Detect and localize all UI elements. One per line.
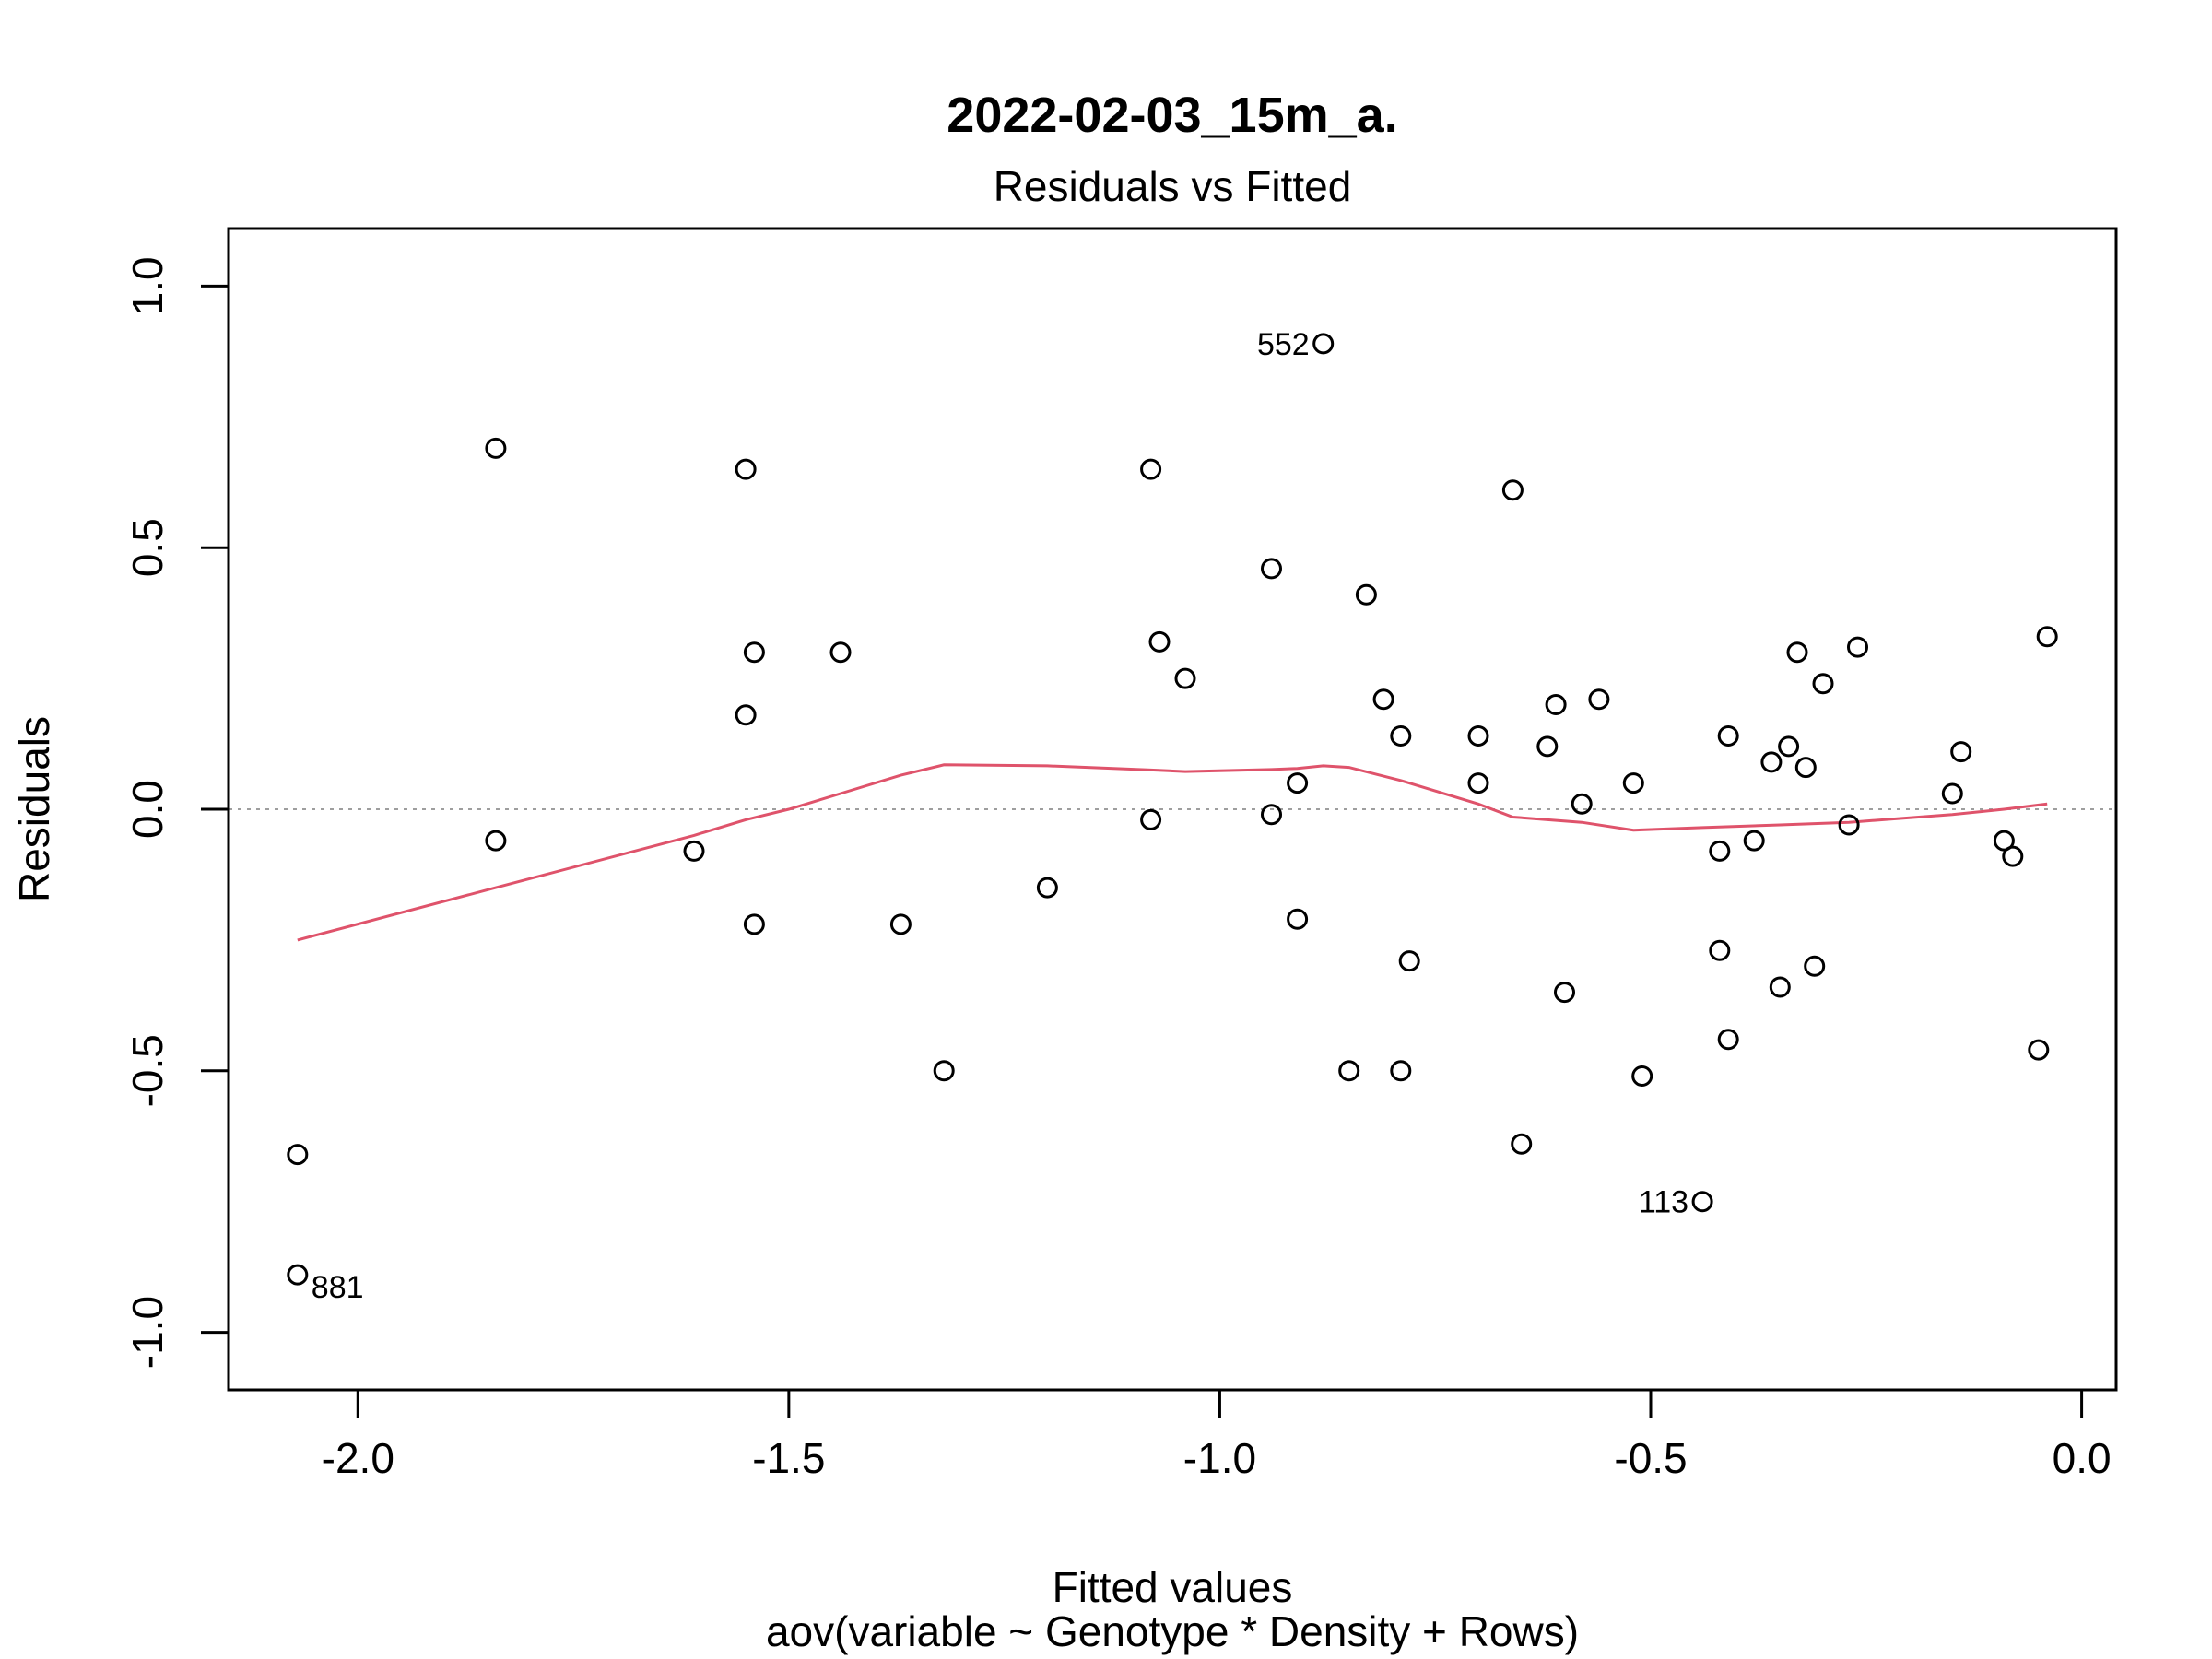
- data-point: [1390, 725, 1412, 747]
- data-point: [287, 1264, 309, 1286]
- data-point: [889, 913, 912, 935]
- point-labels-layer: 881 552 113: [312, 327, 1688, 1305]
- data-point: [1571, 793, 1593, 815]
- data-point: [1743, 830, 1765, 852]
- data-point: [1941, 782, 1963, 805]
- data-point: [1794, 757, 1817, 779]
- data-point: [1760, 751, 1783, 773]
- y-tick-label: 0.0: [124, 780, 171, 839]
- data-point: [1501, 479, 1524, 501]
- data-point: [1261, 804, 1282, 826]
- y-tick-label: -1.0: [124, 1296, 171, 1369]
- point-label: 113: [1639, 1185, 1688, 1220]
- data-point: [1355, 583, 1377, 606]
- data-point: [1631, 1065, 1653, 1087]
- data-point: [1691, 1191, 1713, 1213]
- data-point: [1398, 950, 1420, 972]
- data-point: [1554, 982, 1575, 1004]
- data-point: [2028, 1039, 2050, 1061]
- point-label: 552: [1257, 327, 1310, 362]
- data-point: [1140, 458, 1162, 480]
- point-label: 881: [312, 1270, 364, 1305]
- data-point: [1338, 1060, 1360, 1082]
- data-point: [287, 1144, 309, 1166]
- y-tick-label: 0.5: [124, 518, 171, 577]
- data-point: [1536, 735, 1559, 758]
- data-point: [1769, 976, 1791, 998]
- y-axis-label: Residuals: [10, 716, 58, 902]
- x-axis-model-formula: aov(variable ~ Genotype * Density + Rows…: [766, 1607, 1579, 1655]
- chart-subtitle: Residuals vs Fitted: [994, 162, 1352, 210]
- y-axis: -1.0 -0.5 0.0 0.5 1.0: [124, 256, 230, 1369]
- data-point: [735, 458, 757, 480]
- smooth-trend-line: [297, 763, 2048, 942]
- data-point: [1372, 688, 1394, 711]
- data-point: [1717, 725, 1739, 747]
- x-tick-label: 0.0: [2053, 1434, 2112, 1482]
- data-point: [1467, 772, 1489, 794]
- data-point: [1847, 636, 1868, 658]
- data-point: [743, 913, 765, 935]
- data-point: [1993, 830, 2015, 852]
- data-point: [1838, 814, 1860, 836]
- data-point: [1287, 908, 1309, 930]
- y-tick-label: -0.5: [124, 1034, 171, 1107]
- data-point: [1390, 1060, 1412, 1082]
- data-point: [743, 641, 765, 664]
- data-point: [1709, 840, 1731, 862]
- data-point: [1467, 725, 1489, 747]
- data-point: [1174, 667, 1196, 689]
- data-point: [1545, 694, 1567, 715]
- x-tick-label: -1.5: [752, 1434, 825, 1482]
- points-layer: [287, 333, 2058, 1286]
- data-point: [1786, 641, 1808, 664]
- x-axis: -2.0 -1.5 -1.0 -0.5 0.0: [322, 1388, 2112, 1482]
- data-point: [485, 437, 507, 459]
- data-point: [735, 704, 757, 726]
- data-point: [1036, 877, 1058, 899]
- data-point: [1804, 955, 1826, 977]
- data-point: [1812, 673, 1834, 695]
- data-point: [1312, 333, 1335, 355]
- data-point: [1950, 741, 1972, 763]
- smooth-line-layer: [297, 763, 2048, 942]
- x-axis-label: Fitted values: [1053, 1563, 1293, 1611]
- data-point: [2002, 845, 2024, 867]
- x-tick-label: -2.0: [322, 1434, 394, 1482]
- data-point: [2036, 626, 2058, 648]
- data-point: [830, 641, 852, 664]
- x-tick-label: -0.5: [1614, 1434, 1687, 1482]
- data-point: [1622, 772, 1644, 794]
- y-tick-label: 1.0: [124, 256, 171, 315]
- data-point: [1778, 735, 1800, 758]
- data-point: [1511, 1133, 1533, 1155]
- data-point: [1140, 808, 1162, 830]
- data-point: [1717, 1029, 1739, 1051]
- data-point: [1709, 939, 1731, 961]
- chart-title: 2022-02-03_15m_a.: [947, 88, 1397, 143]
- data-point: [1261, 558, 1282, 580]
- data-point: [933, 1060, 955, 1082]
- data-point: [485, 830, 507, 852]
- data-point: [683, 840, 705, 862]
- data-point: [1287, 772, 1309, 794]
- data-point: [1148, 630, 1171, 653]
- data-point: [1588, 688, 1610, 711]
- x-tick-label: -1.0: [1183, 1434, 1256, 1482]
